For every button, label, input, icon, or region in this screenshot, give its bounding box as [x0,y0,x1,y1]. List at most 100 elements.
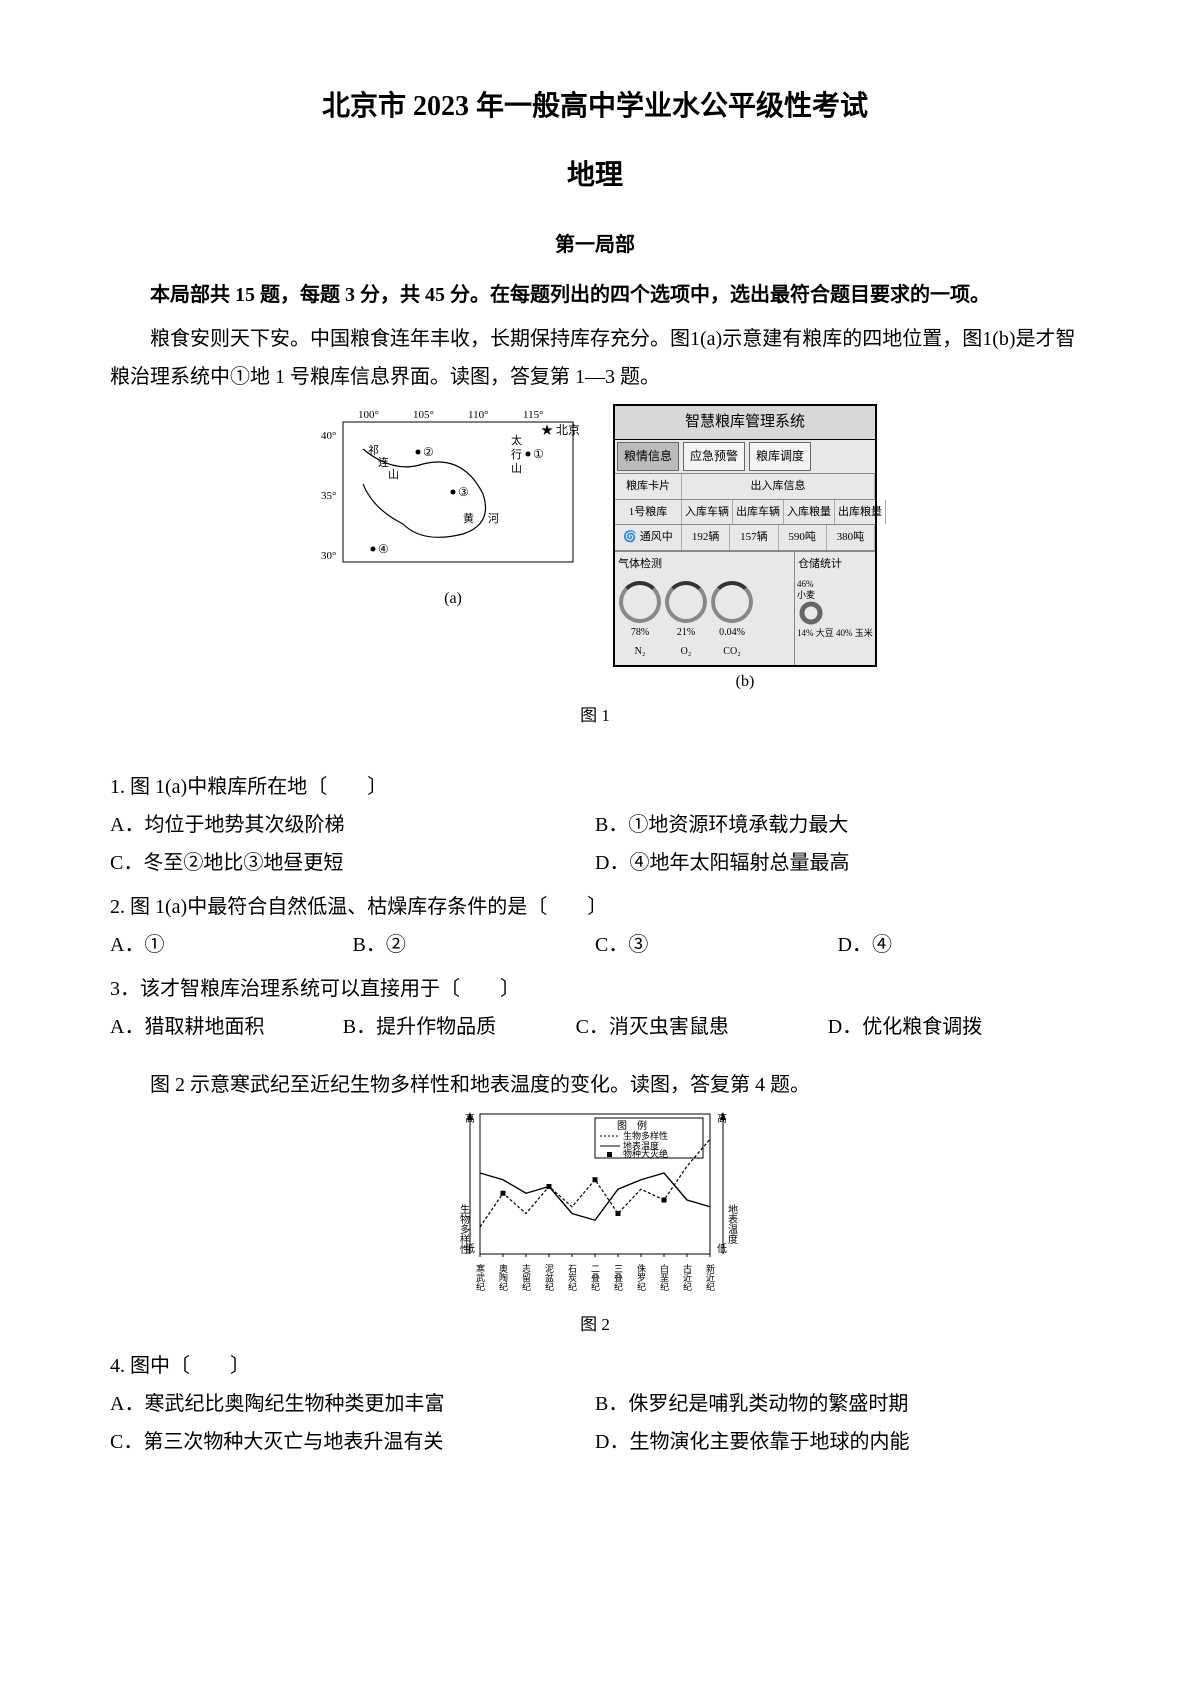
q2-optC[interactable]: C．③ [595,926,838,964]
panel-tab-active: 粮情信息 [617,442,679,471]
io-col: 出库车辆 [733,500,784,525]
q2-stem: 2. 图 1(a)中最符合自然低温、枯燥库存条件的是〔 〕 [110,888,1080,926]
stock-lines: 46% 小麦 14% 大豆 40% 玉米 [795,577,875,640]
x-tick: 泥盆纪 [544,1264,554,1291]
io-val: 192辆 [682,525,730,550]
io-header: 出入库信息 [682,474,875,499]
q1-optC[interactable]: C．冬至②地比③地昼更短 [110,844,595,882]
gas-header: 气体检测 [615,552,794,577]
extinction-marker [593,1177,598,1182]
q1-optB[interactable]: B．①地资源环境承载力最大 [595,806,1080,844]
q2-optD[interactable]: D．④ [838,926,1081,964]
io-col: 入库车辆 [682,500,733,525]
x-tick: 石炭纪 [567,1264,577,1291]
fig1b-caption: (b) [613,667,877,697]
io-col: 出库粮量 [835,500,886,525]
lon-tick: 105° [413,409,434,421]
x-tick: 古近纪 [682,1263,692,1291]
q4-options-row2: C．第三次物种大灭亡与地表升温有关 D．生物演化主要依靠于地球的内能 [110,1423,1080,1461]
extinction-marker [547,1184,552,1189]
panel-bottom: 气体检测 78%N₂ 21%O₂ 0.04%CO₂ 仓储统计 46% 小麦 [615,551,875,665]
lat-tick: 30° [321,550,336,562]
lon-tick: 110° [468,409,489,421]
x-tick: 新近纪 [705,1263,715,1291]
gauge-name: N₂ [635,646,646,657]
panel-data-row1: 1号粮库 入库车辆 出库车辆 入库粮量 出库粮量 [615,500,875,526]
stock-line: 玉米 [855,628,873,638]
gauge-n2 [619,581,661,623]
io-val: 157辆 [730,525,778,550]
figure-1: 100° 105° 110° 115° 40° 35° 30° ★ 北京 祁 连… [110,404,1080,697]
figure-2: 图 例 生物多样性 地表温度 物种大灭绝 高 低 高 低 生物多样性 地表温度 [445,1104,745,1341]
intro-paragraph-1: 粮食安则天下安。中国粮食连年丰收，长期保持库存充分。图1(a)示意建有粮库的四地… [110,320,1080,396]
intro-paragraph-2: 图 2 示意寒武纪至近纪生物多样性和地表温度的变化。读图，答复第 4 题。 [110,1066,1080,1104]
q2-optA[interactable]: A．① [110,926,353,964]
river-label: 黄 [463,511,474,525]
exam-page: 北京市 2023 年一般高中学业水公平级性考试 地理 第一局部 本局部共 15 … [0,0,1190,1684]
marker-3: ③ [458,485,469,499]
q4-optD[interactable]: D．生物演化主要依靠于地球的内能 [595,1423,1080,1461]
q3-optC[interactable]: C．消灭虫害鼠患 [576,1008,828,1046]
section-header: 第一局部 [110,226,1080,264]
panel-title: 智慧粮库管理系统 [615,406,875,440]
q4-stem: 4. 图中〔 〕 [110,1347,1080,1385]
fig1a-caption: (a) [313,584,593,614]
q4-optC[interactable]: C．第三次物种大灭亡与地表升温有关 [110,1423,595,1461]
stock-header: 仓储统计 [795,552,875,577]
q2-optB[interactable]: B．② [353,926,596,964]
figure-2-wrap: 图 例 生物多样性 地表温度 物种大灭绝 高 低 高 低 生物多样性 地表温度 [110,1104,1080,1341]
donut-icon [797,601,857,625]
gauge-name: O₂ [681,646,692,657]
figure-1a-map: 100° 105° 110° 115° 40° 35° 30° ★ 北京 祁 连… [313,404,593,697]
io-val: 380吨 [827,525,875,550]
q4-options-row1: A．寒武纪比奥陶纪生物种类更加丰富 B．侏罗纪是哺乳类动物的繁盛时期 [110,1385,1080,1423]
stock-line: 小麦 [797,590,815,600]
panel-tabs: 粮情信息 应急预警 粮库调度 [615,440,875,474]
marker-1: ① [533,447,544,461]
panel-data-row2: 🌀 通风中 192辆 157辆 590吨 380吨 [615,525,875,551]
status-label: 🌀 通风中 [615,525,682,550]
x-tick: 侏罗纪 [636,1264,646,1291]
legend-item: 生物多样性 [623,1130,668,1141]
x-tick: 志留纪 [521,1263,531,1291]
mtn: 太 [511,434,522,447]
q1-optD[interactable]: D．④地年太阳辐射总量最高 [595,844,1080,882]
x-tick: 白垩纪 [659,1263,669,1291]
row1-label: 1号粮库 [615,500,682,525]
mtn: 连 [378,456,389,469]
stock-line: 14% [797,628,814,638]
mtn: 行 [511,448,522,461]
q3-optA[interactable]: A．猎取耕地面积 [110,1008,343,1046]
page-title-main: 北京市 2023 年一般高中学业水公平级性考试 [110,80,1080,133]
marker-4: ④ [378,542,389,556]
status-text: 通风中 [640,531,673,543]
q3-optD[interactable]: D．优化粮食调拨 [828,1008,1080,1046]
x-tick: 二叠纪 [590,1264,600,1291]
gauge-co2 [711,581,753,623]
mtn: 山 [388,468,399,481]
lon-tick: 100° [358,409,379,421]
instructions: 本局部共 15 题，每题 3 分，共 45 分。在每题列出的四个选项中，选出最符… [110,276,1080,314]
gauge-o2 [665,581,707,623]
page-title-sub: 地理 [110,149,1080,202]
q1-stem: 1. 图 1(a)中粮库所在地〔 〕 [110,768,1080,806]
river-label: 河 [488,512,499,525]
legend-item: 物种大灭绝 [623,1148,668,1159]
gauge-row: 78%N₂ 21%O₂ 0.04%CO₂ [615,577,794,665]
q4-optA[interactable]: A．寒武纪比奥陶纪生物种类更加丰富 [110,1385,595,1423]
stock-line: 大豆 [816,628,834,638]
figure-1b-wrap: 智慧粮库管理系统 粮情信息 应急预警 粮库调度 粮库卡片 出入库信息 1号粮库 … [613,404,877,697]
chart2-svg: 图 例 生物多样性 地表温度 物种大灭绝 高 低 高 低 生物多样性 地表温度 [445,1104,745,1294]
figure-1-caption: 图 1 [110,700,1080,732]
q1-options-row2: C．冬至②地比③地昼更短 D．④地年太阳辐射总量最高 [110,844,1080,882]
figure-2-caption: 图 2 [445,1309,745,1341]
stock-line: 40% [836,628,853,638]
mtn: 祁 [368,443,379,457]
q4-optB[interactable]: B．侏罗纪是哺乳类动物的繁盛时期 [595,1385,1080,1423]
lon-tick: 115° [523,409,544,421]
beijing-label: ★ 北京 [541,423,580,437]
q3-options: A．猎取耕地面积 B．提升作物品质 C．消灭虫害鼠患 D．优化粮食调拨 [110,1008,1080,1046]
q3-optB[interactable]: B．提升作物品质 [343,1008,576,1046]
q1-optA[interactable]: A．均位于地势其次级阶梯 [110,806,595,844]
lat-tick: 40° [321,430,336,442]
